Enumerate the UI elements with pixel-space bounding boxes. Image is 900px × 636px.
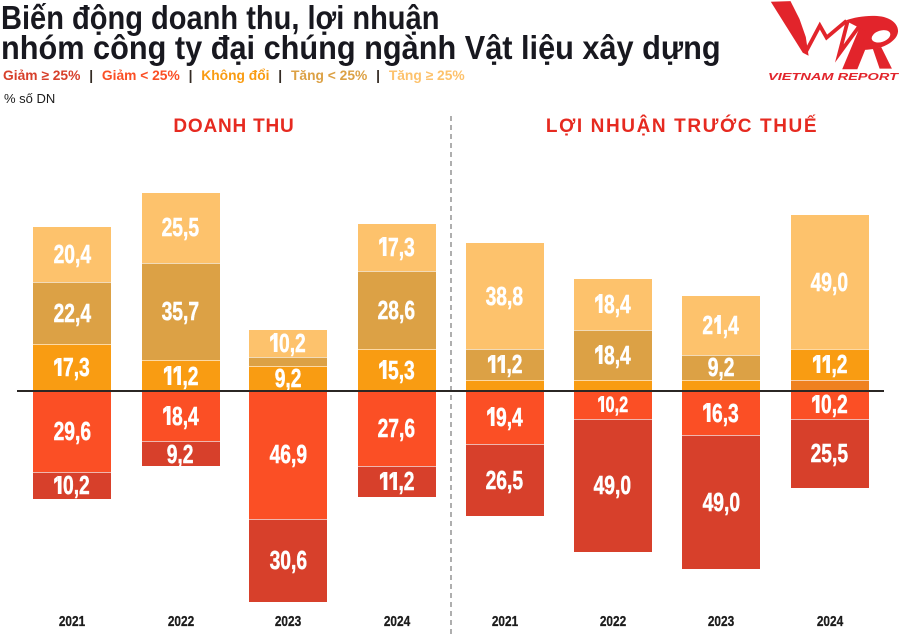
svg-text:VIETNAM REPORT: VIETNAM REPORT	[768, 72, 899, 83]
